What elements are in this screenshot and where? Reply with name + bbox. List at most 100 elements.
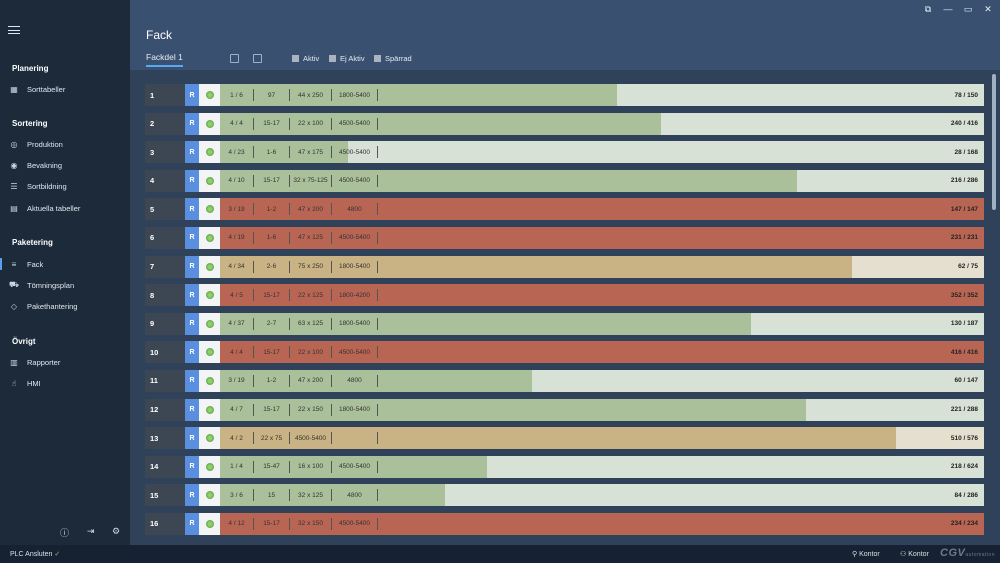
fack-row[interactable]: 9 R 4 / 37 2-7 63 x 125 1800-5400 130 / … xyxy=(145,312,984,335)
fack-ratio: 4 / 34 xyxy=(220,260,254,273)
legend-ej-aktiv[interactable]: Ej Aktiv xyxy=(329,54,365,63)
header: ⧉ — ▭ ✕ Fack Fackdel 1 Aktiv Ej Aktiv Sp… xyxy=(130,0,1000,70)
sidebar-item-hmi[interactable]: ☝ HMI xyxy=(0,374,130,392)
fack-row[interactable]: 6 R 4 / 19 1-6 47 x 125 4500-5400 231 / … xyxy=(145,226,984,249)
fack-row[interactable]: 5 R 3 / 19 1-2 47 x 200 4800 147 / 147 xyxy=(145,198,984,221)
fack-row[interactable]: 12 R 4 / 7 15-17 22 x 150 1800-5400 221 … xyxy=(145,398,984,421)
location-button[interactable]: ⚲ Kontor xyxy=(852,550,880,558)
fill-level xyxy=(220,512,984,535)
status-led-cell xyxy=(199,84,220,106)
fack-info: 1 / 4 15-47 16 x 100 4500-5400 xyxy=(220,456,378,478)
info-icon[interactable]: ⓘ xyxy=(60,528,70,538)
sidebar-item-label: Produktion xyxy=(27,139,63,149)
hamburger-menu-icon[interactable] xyxy=(8,24,20,36)
collapse-icon[interactable] xyxy=(230,54,239,63)
fack-row[interactable]: 2 R 4 / 4 15-17 22 x 100 4500-5400 240 /… xyxy=(145,112,984,135)
r-badge[interactable]: R xyxy=(185,341,199,364)
legend-sparrad[interactable]: Spärrad xyxy=(374,54,412,63)
fack-row[interactable]: 14 R 1 / 4 15-47 16 x 100 4500-5400 218 … xyxy=(145,455,984,478)
r-badge[interactable]: R xyxy=(185,484,199,507)
r-badge[interactable]: R xyxy=(185,84,199,106)
fack-length: 1800-5400 xyxy=(332,403,378,416)
minimize-icon[interactable]: — xyxy=(943,4,953,14)
r-badge[interactable]: R xyxy=(185,427,199,450)
fack-number: 8 xyxy=(145,284,185,307)
r-badge[interactable]: R xyxy=(185,455,199,478)
r-badge[interactable]: R xyxy=(185,369,199,392)
fack-info: 4 / 2 22 x 75 4500-5400 xyxy=(220,427,378,449)
r-badge[interactable]: R xyxy=(185,255,199,278)
r-badge[interactable]: R xyxy=(185,312,199,335)
close-icon[interactable]: ✕ xyxy=(984,4,992,14)
sidebar-item-aktuella-tabeller[interactable]: ▤ Aktuella tabeller xyxy=(0,199,130,217)
fack-length: 4800 xyxy=(332,489,378,502)
fack-range: 15-47 xyxy=(254,460,290,473)
fack-row[interactable]: 11 R 3 / 19 1-2 47 x 200 4800 60 / 147 xyxy=(145,369,984,392)
fill-level xyxy=(220,112,661,135)
fack-count: 147 / 147 xyxy=(950,205,978,213)
logout-icon[interactable]: ⇥ xyxy=(87,526,95,536)
r-badge[interactable]: R xyxy=(185,284,199,307)
fack-row[interactable]: 7 R 4 / 34 2-6 75 x 250 1800-5400 62 / 7… xyxy=(145,255,984,278)
fack-range: 1-6 xyxy=(254,231,290,244)
fack-dimension: 32 x 125 xyxy=(290,489,332,502)
check-icon: ✓ xyxy=(54,551,61,558)
scrollbar[interactable] xyxy=(992,74,996,210)
sidebar-item-sorttabeller[interactable]: ▦ Sorttabeller xyxy=(0,80,130,98)
fack-row[interactable]: 1 R 1 / 6 97 44 x 250 1800-5400 78 / 150 xyxy=(145,84,984,106)
list-icon: ≡ xyxy=(11,259,17,269)
fack-range: 15-17 xyxy=(254,403,290,416)
fack-row[interactable]: 4 R 4 / 10 15-17 32 x 75-125 4500-5400 2… xyxy=(145,169,984,192)
status-led-cell xyxy=(199,169,220,192)
fack-row[interactable]: 13 R 4 / 2 22 x 75 4500-5400 510 / 576 xyxy=(145,427,984,450)
fack-row[interactable]: 15 R 3 / 6 15 32 x 125 4800 84 / 286 xyxy=(145,484,984,507)
sidebar-item-label: Pakethantering xyxy=(27,301,78,311)
status-led-cell xyxy=(199,484,220,507)
fack-info: 4 / 4 15-17 22 x 100 4500-5400 xyxy=(220,113,378,135)
sidebar-item-pakethantering[interactable]: ◇ Pakethantering xyxy=(0,297,130,315)
fack-row[interactable]: 3 R 4 / 23 1-6 47 x 175 4500-5400 28 / 1… xyxy=(145,141,984,164)
sidebar-item-label: Rapporter xyxy=(27,357,61,367)
status-led-cell xyxy=(199,255,220,278)
logo-text: CGV xyxy=(940,547,966,559)
legend-swatch xyxy=(292,55,299,62)
legend-aktiv[interactable]: Aktiv xyxy=(292,54,319,63)
status-led-icon xyxy=(205,148,214,157)
sidebar-item-produktion[interactable]: ◎ Produktion xyxy=(0,135,130,153)
sidebar-item-bevakning[interactable]: ◉ Bevakning xyxy=(0,156,130,174)
fack-row[interactable]: 16 R 4 / 12 15-17 32 x 150 4500-5400 234… xyxy=(145,512,984,535)
r-badge[interactable]: R xyxy=(185,226,199,249)
r-badge[interactable]: R xyxy=(185,112,199,135)
fack-range: 15 xyxy=(254,489,290,502)
sidebar-item-rapporter[interactable]: ▥ Rapporter xyxy=(0,353,130,371)
r-badge[interactable]: R xyxy=(185,141,199,164)
fack-ratio: 4 / 2 xyxy=(220,432,254,445)
r-badge[interactable]: R xyxy=(185,398,199,421)
plc-status-label: PLC Ansluten xyxy=(10,551,53,558)
sidebar-item-sortbildning[interactable]: ☰ Sortbildning xyxy=(0,177,130,195)
account-button[interactable]: ⚇ Kontor xyxy=(900,550,929,558)
fack-row[interactable]: 10 R 4 / 4 15-17 22 x 100 4500-5400 416 … xyxy=(145,341,984,364)
status-led-cell xyxy=(199,512,220,535)
r-badge[interactable]: R xyxy=(185,169,199,192)
status-led-icon xyxy=(205,291,214,300)
r-badge[interactable]: R xyxy=(185,198,199,221)
fack-length xyxy=(332,432,378,445)
sidebar-item-tomningsplan[interactable]: ⛟ Tömningsplan xyxy=(0,276,130,294)
status-led-icon xyxy=(205,376,214,385)
fill-level xyxy=(220,484,445,507)
fack-dimension: 47 x 200 xyxy=(290,203,332,216)
gear-icon[interactable]: ⚙ xyxy=(112,526,121,536)
r-badge[interactable]: R xyxy=(185,512,199,535)
sidebar-item-fack[interactable]: ≡ Fack xyxy=(0,255,130,273)
status-led-cell xyxy=(199,398,220,421)
fack-ratio: 1 / 6 xyxy=(220,89,254,101)
maximize-icon[interactable]: ▭ xyxy=(963,4,973,14)
fack-count: 28 / 168 xyxy=(954,148,979,156)
fack-row[interactable]: 8 R 4 / 5 15-17 22 x 125 1800-4200 352 /… xyxy=(145,284,984,307)
fill-bar: 4 / 34 2-6 75 x 250 1800-5400 62 / 75 xyxy=(220,255,984,278)
expand-icon[interactable] xyxy=(253,54,262,63)
tab-fackdel-1[interactable]: Fackdel 1 xyxy=(146,52,183,67)
popout-icon[interactable]: ⧉ xyxy=(924,4,932,14)
fack-info: 4 / 5 15-17 22 x 125 1800-4200 xyxy=(220,284,378,306)
